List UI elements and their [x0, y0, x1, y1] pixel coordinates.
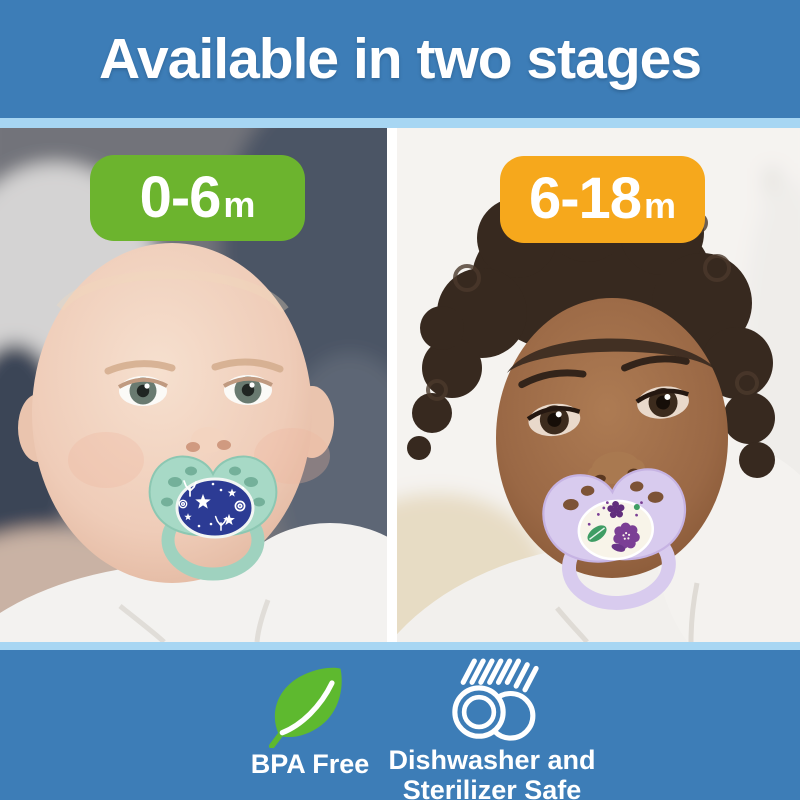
photo-divider	[387, 128, 397, 642]
leaf-vein	[279, 680, 335, 736]
stage2-age-badge: 6-18 m	[500, 156, 705, 243]
stage1-age-unit: m	[223, 184, 256, 225]
eyebrow	[211, 358, 284, 373]
pacifier-flower-pattern	[542, 468, 687, 610]
water-spray	[460, 658, 539, 693]
sea-pattern	[178, 480, 246, 531]
header: Available in two stages	[0, 0, 800, 118]
stage2-photo-panel: 6-18 m	[397, 128, 800, 642]
flower-pattern	[587, 500, 643, 552]
feature-dishwasher-safe-label: Dishwasher and Sterilizer Safe	[388, 745, 596, 800]
footer: BPA Free Dishwasher and Sterilizer S	[0, 650, 800, 800]
pacifier-button	[175, 477, 255, 539]
small-flower	[607, 500, 625, 519]
stage1-age-badge: 0-6 m	[90, 155, 305, 241]
dishwasher-icon	[452, 658, 539, 741]
stage1-age-range: 0-6	[139, 165, 222, 230]
pacifier-sea-pattern	[148, 455, 278, 581]
page-title: Available in two stages	[98, 27, 702, 91]
large-flower	[613, 522, 640, 550]
leaf-icon	[268, 667, 342, 748]
stage1-photo-panel: 0-6 m	[0, 128, 387, 642]
eyebrow	[104, 360, 176, 375]
feature-bpa-free: BPA Free	[205, 662, 415, 780]
nose	[186, 427, 231, 453]
feature-bpa-free-label: BPA Free	[250, 749, 370, 779]
vent-holes	[161, 466, 265, 507]
divider-strip-top	[0, 118, 800, 128]
photo-comparison: 0-6 m	[0, 128, 800, 642]
vent-holes	[563, 481, 664, 511]
plate-front-inner-ring	[461, 694, 497, 730]
eyebrow	[518, 369, 587, 389]
hair-fuzz	[56, 270, 289, 313]
eyebrow	[621, 355, 690, 372]
feature-dishwasher-safe: Dishwasher and Sterilizer Safe	[377, 658, 607, 800]
stage2-age-unit: m	[644, 185, 677, 226]
divider-strip-bottom	[0, 642, 800, 650]
leaf-blade	[274, 667, 342, 738]
leaf-stem	[268, 731, 284, 748]
stage2-age-range: 6-18	[528, 166, 642, 231]
eyes	[526, 386, 690, 437]
eyes	[117, 375, 273, 406]
